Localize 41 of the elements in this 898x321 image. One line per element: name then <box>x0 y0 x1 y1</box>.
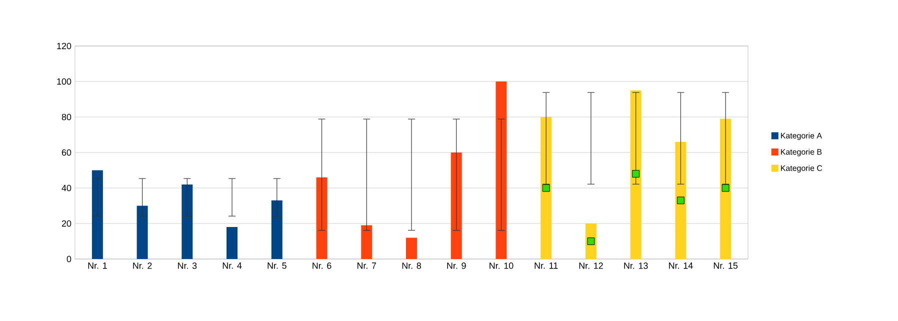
x-tick-label: Nr. 2 <box>133 262 152 269</box>
point <box>722 184 730 192</box>
y-tick-label: 100 <box>57 78 72 85</box>
point <box>542 184 550 192</box>
x-tick-label: Nr. 8 <box>402 262 421 269</box>
bar <box>92 170 103 259</box>
y-tick-label: 80 <box>62 114 72 120</box>
y-tick-label: 20 <box>62 220 72 227</box>
y-tick-label: 120 <box>57 42 72 50</box>
bar <box>630 90 642 259</box>
x-tick-label: Nr. 5 <box>268 262 286 269</box>
x-tick-label: Nr. 1 <box>88 262 107 269</box>
x-tick-label: Nr. 6 <box>312 262 332 269</box>
y-tick-label: 0 <box>66 256 72 262</box>
bar <box>720 118 732 259</box>
bar <box>406 238 418 259</box>
bar <box>450 152 462 259</box>
point <box>587 238 595 245</box>
point <box>632 170 640 178</box>
x-tick-label: Nr. 11 <box>534 262 558 269</box>
point <box>676 196 684 204</box>
bar <box>361 225 372 259</box>
bar <box>496 81 507 259</box>
bar <box>271 200 282 259</box>
bar <box>540 116 552 259</box>
x-tick-label: Nr. 10 <box>490 262 514 269</box>
y-tick-label: 40 <box>62 184 72 192</box>
bar <box>136 206 148 259</box>
bar <box>675 142 686 259</box>
bar <box>182 184 193 259</box>
bar <box>226 227 238 259</box>
y-tick-label: 60 <box>62 149 72 156</box>
x-tick-label: Nr. 3 <box>178 262 197 269</box>
x-tick-label: Nr. 13 <box>624 262 648 269</box>
bar <box>316 177 328 259</box>
x-tick-label: Nr. 12 <box>579 262 603 269</box>
x-tick-label: Nr. 14 <box>669 262 693 269</box>
x-tick-label: Nr. 4 <box>222 262 242 269</box>
x-tick-label: Nr. 7 <box>357 262 376 269</box>
x-tick-label: Nr. 15 <box>714 262 738 269</box>
x-tick-label: Nr. 9 <box>447 262 466 269</box>
